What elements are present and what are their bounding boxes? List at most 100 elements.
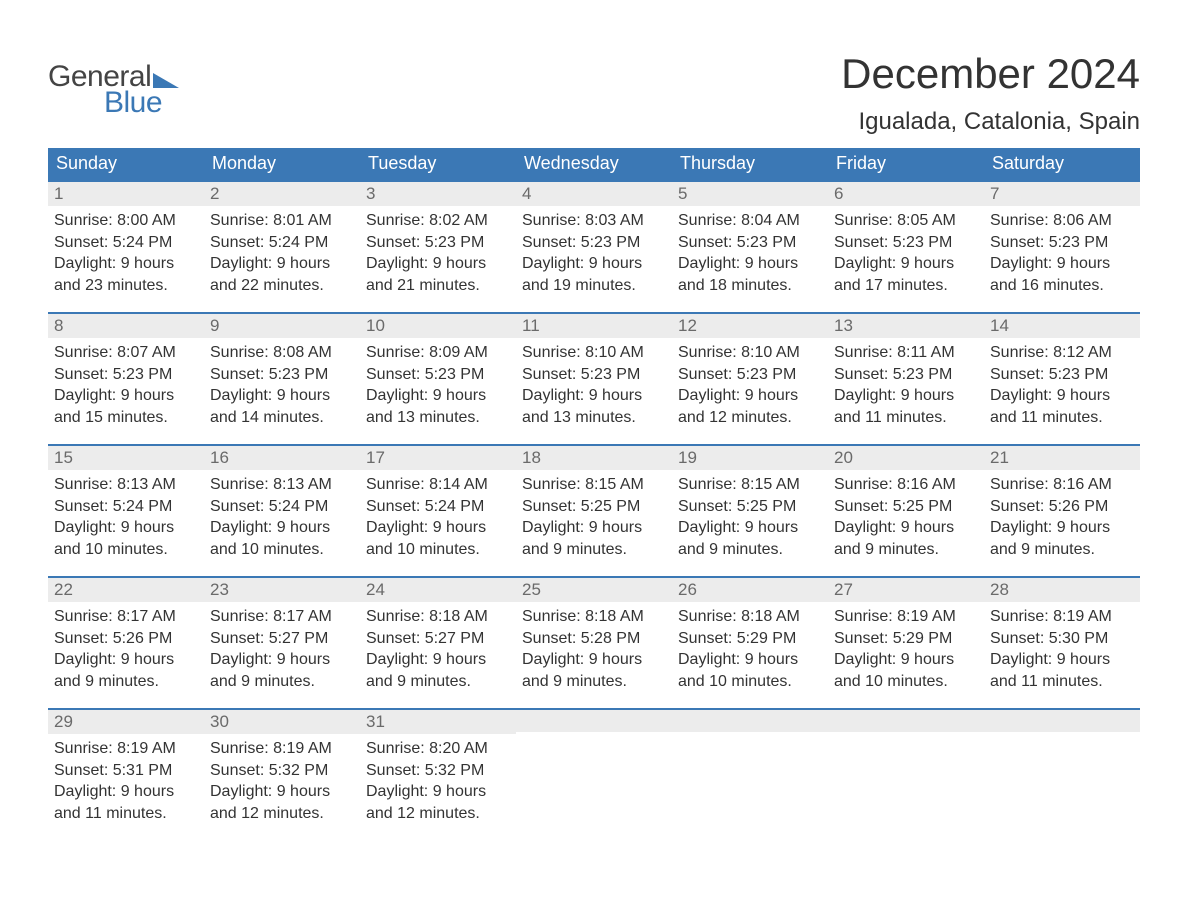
daynum-row: 12 [672,314,828,338]
day-body: Sunrise: 8:19 AMSunset: 5:32 PMDaylight:… [204,734,360,824]
day-body: Sunrise: 8:01 AMSunset: 5:24 PMDaylight:… [204,206,360,296]
daylight-line2: and 23 minutes. [54,275,204,297]
daynum-row: 24 [360,578,516,602]
day-cell: 1Sunrise: 8:00 AMSunset: 5:24 PMDaylight… [48,182,204,298]
dow-cell: Thursday [672,148,828,180]
day-number: 17 [366,448,385,467]
daylight-line1: Daylight: 9 hours [210,385,360,407]
day-cell: 31 Sunrise: 8:20 AMSunset: 5:32 PMDayligh… [360,710,516,826]
daylight-line1: Daylight: 9 hours [210,781,360,803]
day-cell: 11Sunrise: 8:10 AMSunset: 5:23 PMDayligh… [516,314,672,430]
sunset-line: Sunset: 5:23 PM [366,232,516,254]
day-number: 1 [54,184,63,203]
daynum-row: 6 [828,182,984,206]
dow-cell: Sunday [48,148,204,180]
day-number: 25 [522,580,541,599]
day-number: 2 [210,184,219,203]
daylight-line1: Daylight: 9 hours [678,385,828,407]
sunrise-line: Sunrise: 8:13 AM [210,474,360,496]
day-number: 31 [366,712,385,731]
day-body: Sunrise: 8:17 AMSunset: 5:26 PMDaylight:… [48,602,204,692]
location-text: Igualada, Catalonia, Spain [841,108,1140,136]
daylight-line2: and 19 minutes. [522,275,672,297]
sunrise-line: Sunrise: 8:06 AM [990,210,1140,232]
daynum-row-empty [516,710,672,732]
day-body: Sunrise: 8:15 AMSunset: 5:25 PMDaylight:… [672,470,828,560]
daynum-row: 7 [984,182,1140,206]
day-number: 13 [834,316,853,335]
daynum-row: 17 [360,446,516,470]
day-body: Sunrise: 8:04 AMSunset: 5:23 PMDaylight:… [672,206,828,296]
daylight-line2: and 9 minutes. [834,539,984,561]
day-number: 16 [210,448,229,467]
daynum-row-empty [984,710,1140,732]
sunrise-line: Sunrise: 8:15 AM [522,474,672,496]
daylight-line2: and 9 minutes. [990,539,1140,561]
sunrise-line: Sunrise: 8:19 AM [210,738,360,760]
sunrise-line: Sunrise: 8:02 AM [366,210,516,232]
sunrise-line: Sunrise: 8:05 AM [834,210,984,232]
daylight-line2: and 11 minutes. [834,407,984,429]
day-number: 14 [990,316,1009,335]
day-cell: 13 Sunrise: 8:11 AMSunset: 5:23 PMDayligh… [828,314,984,430]
daylight-line1: Daylight: 9 hours [366,649,516,671]
day-number: 30 [210,712,229,731]
daynum-row: 5 [672,182,828,206]
day-cell: 16 Sunrise: 8:13 AMSunset: 5:24 PMDayligh… [204,446,360,562]
day-number: 12 [678,316,697,335]
sunrise-line: Sunrise: 8:18 AM [366,606,516,628]
day-cell: 27Sunrise: 8:19 AMSunset: 5:29 PMDayligh… [828,578,984,694]
sunrise-line: Sunrise: 8:17 AM [210,606,360,628]
sunrise-line: Sunrise: 8:04 AM [678,210,828,232]
day-body: Sunrise: 8:13 AMSunset: 5:24 PMDaylight:… [204,470,360,560]
daylight-line2: and 12 minutes. [210,803,360,825]
daylight-line2: and 16 minutes. [990,275,1140,297]
day-cell [516,710,672,826]
day-number: 22 [54,580,73,599]
sunset-line: Sunset: 5:29 PM [678,628,828,650]
day-cell: 24Sunrise: 8:18 AMSunset: 5:27 PMDayligh… [360,578,516,694]
sunrise-line: Sunrise: 8:16 AM [990,474,1140,496]
day-body: Sunrise: 8:06 AMSunset: 5:23 PMDaylight:… [984,206,1140,296]
day-number: 24 [366,580,385,599]
daylight-line2: and 11 minutes. [990,407,1140,429]
day-number: 4 [522,184,531,203]
daynum-row: 11 [516,314,672,338]
daylight-line2: and 12 minutes. [366,803,516,825]
daylight-line1: Daylight: 9 hours [54,517,204,539]
daylight-line1: Daylight: 9 hours [366,781,516,803]
daylight-line1: Daylight: 9 hours [522,385,672,407]
dow-cell: Tuesday [360,148,516,180]
day-body: Sunrise: 8:14 AMSunset: 5:24 PMDaylight:… [360,470,516,560]
daynum-row: 28 [984,578,1140,602]
week-row: 8Sunrise: 8:07 AMSunset: 5:23 PMDaylight… [48,312,1140,430]
day-cell: 25Sunrise: 8:18 AMSunset: 5:28 PMDayligh… [516,578,672,694]
day-cell: 6Sunrise: 8:05 AMSunset: 5:23 PMDaylight… [828,182,984,298]
sunset-line: Sunset: 5:28 PM [522,628,672,650]
day-body: Sunrise: 8:16 AMSunset: 5:26 PMDaylight:… [984,470,1140,560]
dow-header-row: SundayMondayTuesdayWednesdayThursdayFrid… [48,148,1140,180]
sunrise-line: Sunrise: 8:10 AM [678,342,828,364]
daylight-line2: and 10 minutes. [366,539,516,561]
sunset-line: Sunset: 5:24 PM [366,496,516,518]
day-number: 23 [210,580,229,599]
sunrise-line: Sunrise: 8:19 AM [990,606,1140,628]
day-body: Sunrise: 8:20 AMSunset: 5:32 PMDaylight:… [360,734,516,824]
daynum-row: 18 [516,446,672,470]
daylight-line2: and 13 minutes. [366,407,516,429]
sunrise-line: Sunrise: 8:19 AM [834,606,984,628]
week-row: 22 Sunrise: 8:17 AMSunset: 5:26 PMDayligh… [48,576,1140,694]
daylight-line1: Daylight: 9 hours [678,517,828,539]
daynum-row: 30 [204,710,360,734]
day-body: Sunrise: 8:11 AMSunset: 5:23 PMDaylight:… [828,338,984,428]
day-cell: 20Sunrise: 8:16 AMSunset: 5:25 PMDayligh… [828,446,984,562]
day-cell [672,710,828,826]
daynum-row: 22 [48,578,204,602]
day-body: Sunrise: 8:17 AMSunset: 5:27 PMDaylight:… [204,602,360,692]
daylight-line2: and 11 minutes. [990,671,1140,693]
day-body: Sunrise: 8:19 AMSunset: 5:29 PMDaylight:… [828,602,984,692]
sunset-line: Sunset: 5:23 PM [54,364,204,386]
day-body: Sunrise: 8:16 AMSunset: 5:25 PMDaylight:… [828,470,984,560]
day-number: 3 [366,184,375,203]
day-body: Sunrise: 8:10 AMSunset: 5:23 PMDaylight:… [672,338,828,428]
